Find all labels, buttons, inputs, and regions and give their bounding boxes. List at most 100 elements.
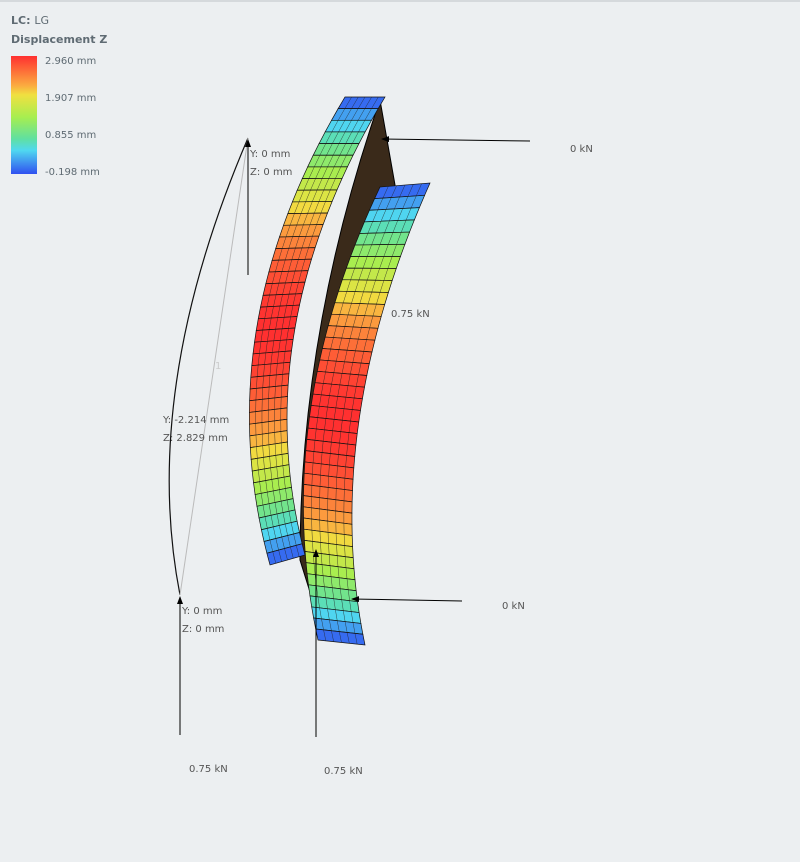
mesh-line (345, 455, 347, 467)
mesh-line (364, 303, 369, 316)
mesh-line (327, 349, 331, 361)
mesh-line (288, 259, 292, 272)
mesh-line (340, 420, 343, 432)
mesh-line (346, 632, 350, 644)
mesh-line (331, 372, 334, 385)
mesh-line (272, 340, 275, 353)
mesh-line (277, 351, 279, 364)
mesh-line (292, 224, 297, 237)
mesh-line (268, 503, 272, 516)
mesh-line (271, 479, 274, 491)
mesh-line (278, 550, 282, 562)
mesh-line (355, 339, 359, 351)
mesh-line (391, 244, 397, 257)
mesh-line (327, 608, 330, 620)
mesh-line (364, 108, 372, 121)
mesh-line (301, 236, 307, 249)
mesh-line (344, 96, 352, 109)
mesh-line (405, 207, 412, 221)
mesh-line (358, 363, 362, 375)
mesh-line (256, 376, 258, 389)
mesh-line (263, 457, 265, 469)
mesh-line (295, 282, 299, 294)
mesh-line (279, 489, 282, 502)
mesh-line (269, 283, 273, 296)
mesh-line (344, 556, 347, 568)
mesh-line (314, 155, 321, 167)
mesh-line (333, 326, 337, 338)
mesh-line (304, 247, 309, 260)
mesh-line (282, 362, 284, 375)
mesh-line (259, 481, 262, 494)
mesh-line (372, 209, 378, 222)
top-support-z: Z: 0 mm (250, 167, 293, 178)
mesh-line (379, 280, 385, 293)
mesh-line (265, 480, 268, 493)
mesh-line (282, 236, 287, 249)
mesh-line (268, 318, 272, 330)
mesh-line (357, 108, 365, 121)
mesh-line (317, 406, 320, 418)
mesh-line (367, 221, 373, 234)
mesh-line (330, 442, 332, 454)
mesh-line (271, 306, 274, 319)
bottom-support-y: Y: 0 mm (182, 606, 223, 617)
mesh-line (352, 315, 357, 328)
beam-front-flange[interactable] (249, 96, 386, 566)
mesh-line (329, 565, 332, 577)
mesh-line (358, 244, 364, 257)
mesh-line (255, 435, 257, 447)
mesh-line (323, 371, 326, 384)
mesh-line (316, 585, 319, 597)
mesh-line (263, 364, 265, 377)
mesh-line (372, 304, 377, 317)
mesh-line (328, 543, 330, 555)
mesh-line (369, 315, 374, 328)
mesh-line (262, 387, 263, 400)
mesh-line (313, 440, 316, 452)
mesh-line (360, 351, 364, 364)
mesh-line (333, 361, 337, 373)
mesh-line (325, 407, 328, 419)
mesh-line (416, 183, 422, 196)
mesh-line (308, 236, 313, 248)
mesh-line (319, 607, 322, 619)
load-arrow (381, 136, 531, 143)
mesh-line (321, 441, 324, 453)
mesh-line (269, 539, 273, 552)
top-border (0, 0, 800, 2)
mesh-line (327, 476, 329, 488)
mesh-line (379, 256, 385, 269)
mesh-line (273, 294, 277, 307)
mesh-line (283, 351, 286, 363)
mesh-line (330, 178, 336, 191)
mesh-line (301, 259, 306, 271)
mesh-line (264, 306, 268, 319)
mesh-line (303, 213, 308, 225)
mesh-line (351, 96, 359, 109)
mesh-line (276, 513, 280, 526)
load-label: 0 kN (502, 601, 525, 612)
mesh-line (323, 178, 330, 191)
mesh-line (310, 178, 316, 191)
mesh-line (384, 220, 390, 233)
mesh-line (281, 259, 286, 272)
mesh-line (349, 600, 352, 612)
mesh-line (325, 131, 332, 144)
mesh-line (324, 418, 327, 430)
mesh-line (336, 477, 337, 489)
mesh-line (371, 232, 377, 245)
mesh-line (320, 553, 323, 565)
beam-rear-flange[interactable] (303, 182, 431, 646)
mesh-line (327, 155, 334, 167)
mesh-line (333, 598, 336, 610)
mesh-line (382, 186, 389, 199)
mesh-line (335, 166, 342, 179)
mesh-line (290, 522, 294, 535)
mesh-line (337, 620, 340, 632)
mesh-line (320, 155, 327, 167)
mesh-line (285, 248, 290, 260)
mesh-line (280, 385, 282, 398)
mesh-line (346, 338, 351, 351)
